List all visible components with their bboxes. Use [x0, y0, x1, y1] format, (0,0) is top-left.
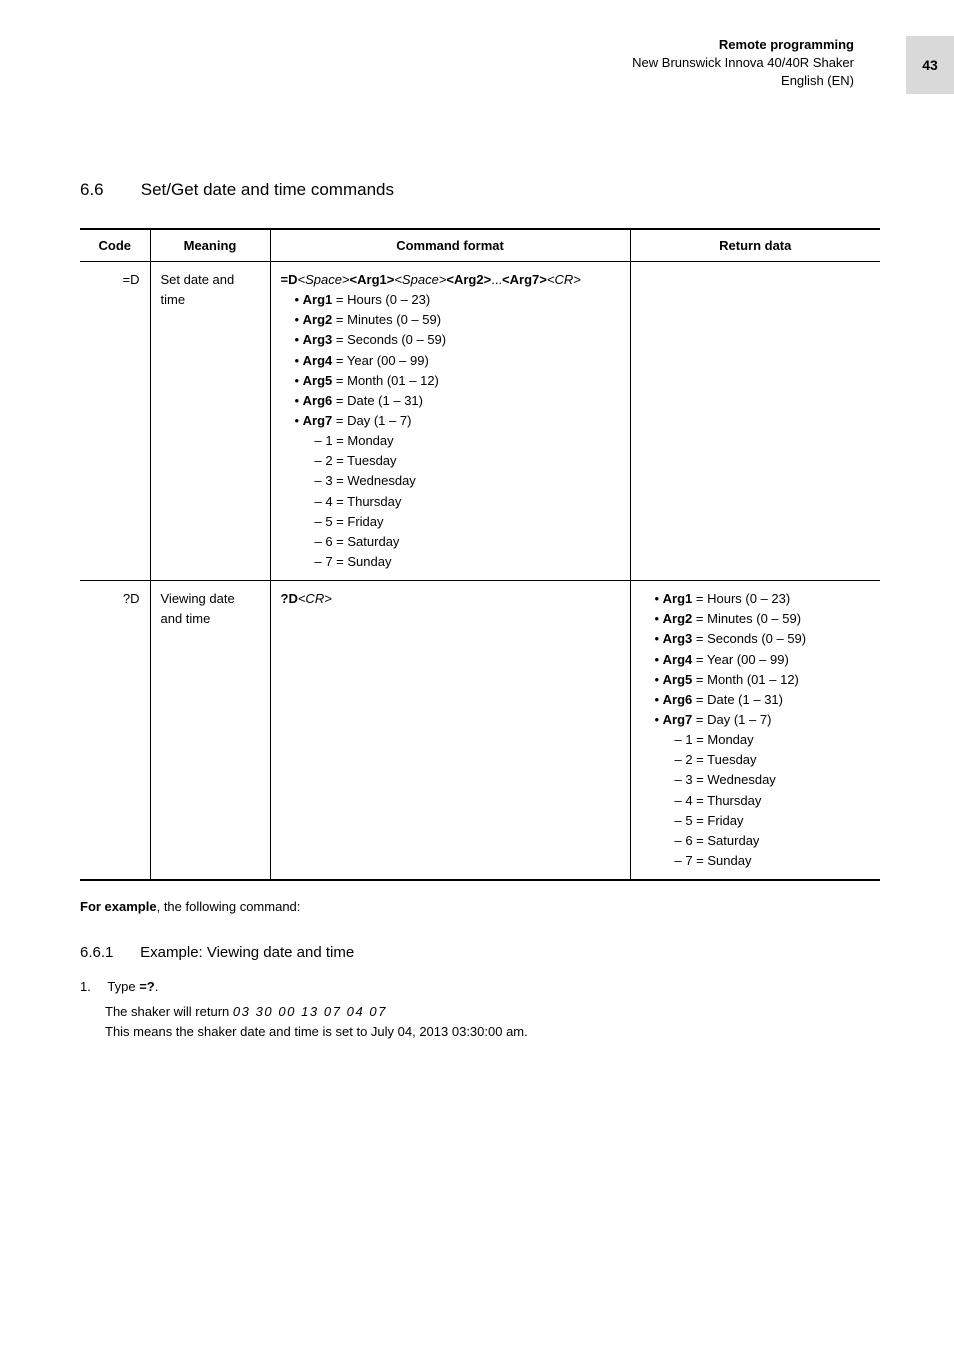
day-line: 2 = Tuesday [641, 750, 871, 770]
day-line: 4 = Thursday [641, 791, 871, 811]
subsection-num: 6.6.1 [80, 944, 136, 961]
th-meaning: Meaning [150, 229, 270, 262]
page-number: 43 [922, 57, 938, 73]
step-line: 1. Type =?. [80, 979, 880, 994]
cell-code: =D [80, 262, 150, 581]
cell-format: =D<Space><Arg1><Space><Arg2>...<Arg7><CR… [270, 262, 630, 581]
arg-line: Arg2 = Minutes (0 – 59) [281, 310, 620, 330]
day-line: 5 = Friday [641, 811, 871, 831]
subsection-heading: 6.6.1 Example: Viewing date and time [80, 944, 880, 961]
table-header-row: Code Meaning Command format Return data [80, 229, 880, 262]
arg-line: Arg6 = Date (1 – 31) [641, 690, 871, 710]
th-return: Return data [630, 229, 880, 262]
step-number: 1. [80, 979, 104, 994]
day-line: 6 = Saturday [281, 532, 620, 552]
day-line: 3 = Wednesday [281, 471, 620, 491]
header-lang: English (EN) [632, 72, 854, 90]
cell-format: ?D<CR> [270, 581, 630, 880]
arg-line: Arg6 = Date (1 – 31) [281, 391, 620, 411]
arg-line: Arg4 = Year (00 – 99) [281, 351, 620, 371]
arg-line: Arg7 = Day (1 – 7) [641, 710, 871, 730]
page-content: 6.6 Set/Get date and time commands Code … [80, 180, 880, 1041]
day-line: 6 = Saturday [641, 831, 871, 851]
arg-line: Arg7 = Day (1 – 7) [281, 411, 620, 431]
th-format: Command format [270, 229, 630, 262]
section-title: Set/Get date and time commands [141, 180, 394, 199]
cell-code: ?D [80, 581, 150, 880]
day-line: 4 = Thursday [281, 492, 620, 512]
table-row: ?D Viewing date and time ?D<CR> Arg1 = H… [80, 581, 880, 880]
step-body: The shaker will return 03 30 00 13 07 04… [105, 1002, 880, 1041]
cell-meaning: Set date and time [150, 262, 270, 581]
arg-line: Arg1 = Hours (0 – 23) [281, 290, 620, 310]
subsection-title: Example: Viewing date and time [140, 944, 354, 961]
day-line: 3 = Wednesday [641, 770, 871, 790]
day-line: 1 = Monday [641, 730, 871, 750]
th-code: Code [80, 229, 150, 262]
example-intro: For example, the following command: [80, 899, 880, 914]
section-num: 6.6 [80, 180, 136, 200]
arg-line: Arg5 = Month (01 – 12) [641, 670, 871, 690]
cell-return [630, 262, 880, 581]
day-line: 2 = Tuesday [281, 451, 620, 471]
section-heading: 6.6 Set/Get date and time commands [80, 180, 880, 200]
header-product: New Brunswick Innova 40/40R Shaker [632, 54, 854, 72]
day-line: 5 = Friday [281, 512, 620, 532]
arg-line: Arg3 = Seconds (0 – 59) [641, 629, 871, 649]
commands-table: Code Meaning Command format Return data … [80, 228, 880, 881]
table-row: =D Set date and time =D<Space><Arg1><Spa… [80, 262, 880, 581]
header-title: Remote programming [632, 36, 854, 54]
day-line: 1 = Monday [281, 431, 620, 451]
arg-line: Arg5 = Month (01 – 12) [281, 371, 620, 391]
day-line: 7 = Sunday [641, 851, 871, 871]
cell-return: Arg1 = Hours (0 – 23) Arg2 = Minutes (0 … [630, 581, 880, 880]
arg-line: Arg2 = Minutes (0 – 59) [641, 609, 871, 629]
page-number-badge: 43 [906, 36, 954, 94]
page-header: Remote programming New Brunswick Innova … [632, 36, 854, 91]
arg-line: Arg3 = Seconds (0 – 59) [281, 330, 620, 350]
arg-line: Arg4 = Year (00 – 99) [641, 650, 871, 670]
day-line: 7 = Sunday [281, 552, 620, 572]
cell-meaning: Viewing date and time [150, 581, 270, 880]
arg-line: Arg1 = Hours (0 – 23) [641, 589, 871, 609]
